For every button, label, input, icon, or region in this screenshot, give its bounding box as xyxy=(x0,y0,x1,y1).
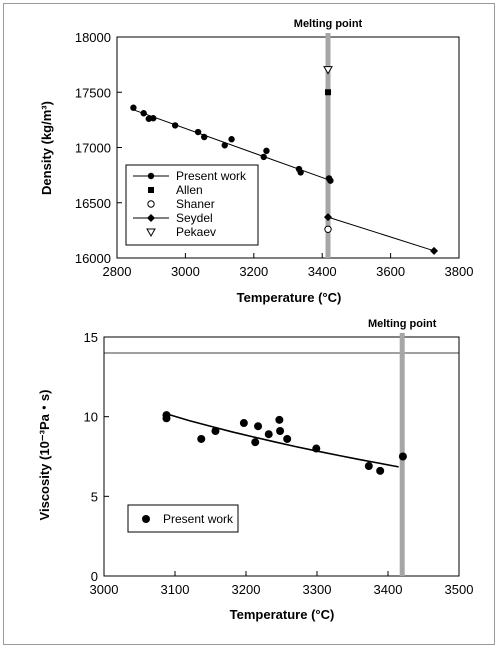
density-point-present-work xyxy=(263,147,270,155)
legend-marker-pekaev xyxy=(146,228,156,238)
density-y-tick-label: 16000 xyxy=(75,251,111,266)
density-point-present-work xyxy=(221,142,228,149)
density-y-tick-label: 17000 xyxy=(75,141,111,156)
density-data-points xyxy=(130,66,439,255)
density-point-present-work xyxy=(260,153,267,161)
viscosity-point-present-work xyxy=(264,430,273,439)
viscosity-x-tick-label: 3400 xyxy=(374,582,403,597)
legend-label-pekaev: Pekaev xyxy=(176,225,216,239)
viscosity-point-present-work xyxy=(283,434,292,443)
density-point-present-work xyxy=(171,122,179,129)
density-melting-point-band xyxy=(325,33,331,258)
density-point-present-work xyxy=(228,136,235,143)
viscosity-axis-ticks: 3000 3100 3200 3300 3400 3500 0 5 10 15 xyxy=(84,330,474,597)
density-point-present-work xyxy=(150,115,157,122)
density-x-tick-label: 2800 xyxy=(103,264,132,279)
viscosity-x-tick-label: 3000 xyxy=(90,582,119,597)
density-point-present-work xyxy=(130,104,137,111)
viscosity-point-present-work xyxy=(251,438,260,447)
viscosity-point-present-work xyxy=(162,414,171,423)
viscosity-legend: Present work xyxy=(127,504,239,533)
legend-marker-allen xyxy=(148,187,154,193)
legend-label-allen: Allen xyxy=(176,183,203,197)
legend-label-shaner: Shaner xyxy=(176,197,215,211)
density-point-present-work xyxy=(297,169,304,176)
viscosity-y-tick-label: 15 xyxy=(84,330,98,345)
density-x-tick-label: 3200 xyxy=(239,264,268,279)
legend-label-viscosity-present-work: Present work xyxy=(163,512,234,526)
viscosity-point-present-work xyxy=(239,419,248,428)
viscosity-point-present-work xyxy=(312,444,321,453)
viscosity-y-tick-label: 5 xyxy=(91,489,98,504)
density-melting-point-label: Melting point xyxy=(294,18,363,30)
figure-frame xyxy=(3,3,495,645)
viscosity-melting-point-label: Melting point xyxy=(368,318,437,330)
density-y-axis-title: Density (kg/m³) xyxy=(39,101,54,195)
viscosity-x-axis-title: Temperature (°C) xyxy=(230,607,335,622)
viscosity-fit-line xyxy=(167,413,399,468)
density-legend: Present work Allen Shaner Seydel Pekaev xyxy=(125,164,259,246)
legend-marker-viscosity-present-work xyxy=(142,515,150,523)
viscosity-chart: 3000 3100 3200 3300 3400 3500 0 5 10 15 Melting p… xyxy=(37,318,473,622)
viscosity-y-axis-title: Viscosity (10⁻³Pa・s) xyxy=(37,390,52,521)
viscosity-point-present-work xyxy=(254,422,263,431)
density-y-tick-label: 17500 xyxy=(75,85,111,100)
viscosity-fit-line-0 xyxy=(167,413,399,468)
viscosity-plot-area xyxy=(103,336,460,577)
density-point-pekaev xyxy=(323,66,333,75)
density-point-seydel xyxy=(324,213,333,222)
density-point-present-work xyxy=(140,110,147,117)
viscosity-point-present-work xyxy=(197,434,206,443)
density-fit-line-3 xyxy=(327,216,435,252)
viscosity-point-present-work xyxy=(376,466,385,475)
viscosity-y-tick-label: 10 xyxy=(84,410,98,425)
density-point-seydel xyxy=(430,246,439,255)
density-x-axis-title: Temperature (°C) xyxy=(237,290,342,305)
density-chart: 2800 3000 3200 3400 3600 3800 16000 16500 17000 1… xyxy=(39,18,473,305)
viscosity-point-present-work xyxy=(276,427,285,436)
viscosity-point-present-work xyxy=(275,415,284,424)
density-x-tick-label: 3400 xyxy=(308,264,337,279)
viscosity-y-tick-label: 0 xyxy=(91,569,98,584)
density-y-tick-label: 16500 xyxy=(75,196,111,211)
viscosity-data-points xyxy=(162,411,407,475)
density-axis-ticks: 2800 3000 3200 3400 3600 3800 16000 16500 17000 1… xyxy=(75,30,474,279)
legend-label-seydel: Seydel xyxy=(176,211,213,225)
viscosity-x-tick-label: 3500 xyxy=(445,582,474,597)
density-x-tick-label: 3600 xyxy=(376,264,405,279)
legend-label-present-work: Present work xyxy=(176,169,247,183)
viscosity-x-tick-label: 3100 xyxy=(161,582,190,597)
legend-marker-seydel xyxy=(147,214,155,222)
density-x-tick-label: 3000 xyxy=(171,264,200,279)
density-x-tick-label: 3800 xyxy=(445,264,474,279)
viscosity-point-present-work xyxy=(211,427,220,436)
density-point-allen xyxy=(325,89,332,96)
legend-marker-present-work xyxy=(147,172,155,180)
viscosity-point-present-work xyxy=(398,452,407,461)
density-point-present-work xyxy=(327,177,334,184)
density-point-present-work xyxy=(194,128,202,136)
viscosity-point-present-work xyxy=(364,462,373,471)
viscosity-x-tick-label: 3200 xyxy=(232,582,261,597)
legend-marker-shaner xyxy=(147,200,155,208)
density-point-present-work xyxy=(201,133,208,141)
density-y-tick-label: 18000 xyxy=(75,30,111,45)
density-point-shaner xyxy=(324,225,332,233)
viscosity-x-tick-label: 3300 xyxy=(303,582,332,597)
